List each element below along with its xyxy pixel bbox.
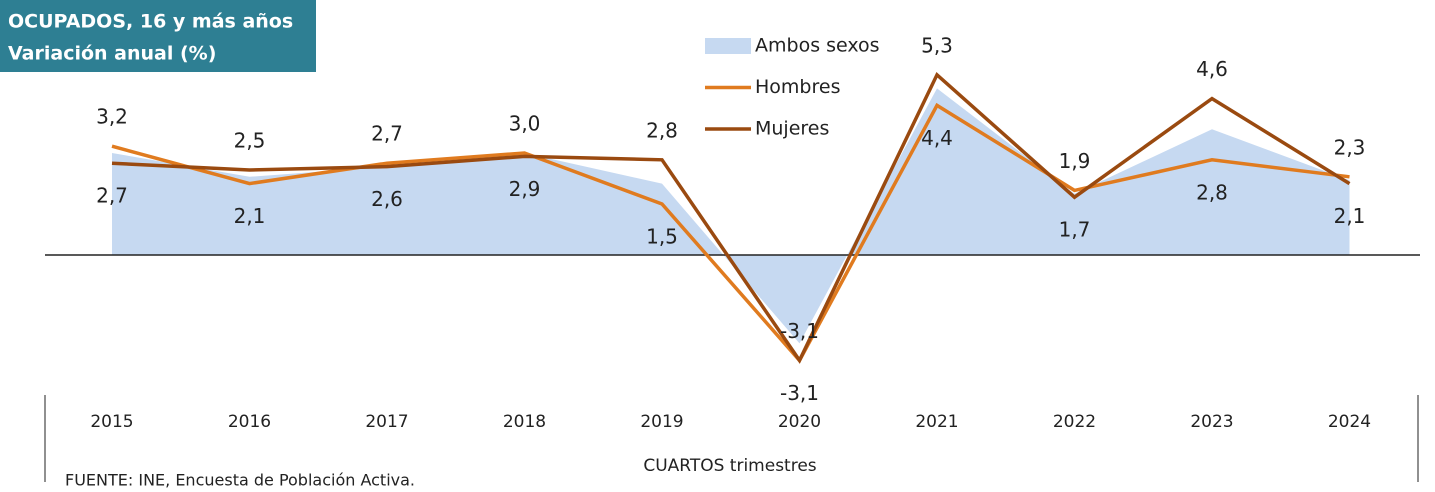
value-label: 2,9 xyxy=(509,177,541,201)
value-label: 1,9 xyxy=(1059,149,1091,173)
x-tick-label: 2017 xyxy=(365,412,408,432)
x-tick-label: 2016 xyxy=(228,412,271,432)
value-label: 4,4 xyxy=(921,126,953,150)
legend-label: Mujeres xyxy=(755,118,829,140)
line xyxy=(111,102,1350,364)
value-label: 2,7 xyxy=(371,122,403,146)
value-label: 5,3 xyxy=(921,33,953,57)
value-label: 3,2 xyxy=(96,105,128,129)
line xyxy=(111,71,1351,364)
value-label: 2,6 xyxy=(371,187,403,211)
legend-label: Hombres xyxy=(755,76,840,98)
value-label: 4,6 xyxy=(1196,57,1228,81)
area xyxy=(112,88,1350,344)
x-tick-label: 2015 xyxy=(90,412,133,432)
legend-swatch xyxy=(705,38,751,54)
x-tick-label: 2020 xyxy=(778,412,821,432)
chart-title: OCUPADOS, 16 y más años xyxy=(8,11,293,33)
value-label: 2,7 xyxy=(96,184,128,208)
value-label: 1,7 xyxy=(1059,218,1091,242)
value-label: 2,8 xyxy=(646,118,678,142)
x-tick-label: 2024 xyxy=(1328,412,1371,432)
value-label: 3,0 xyxy=(509,112,541,136)
value-label: 2,1 xyxy=(234,204,266,228)
value-label: 2,1 xyxy=(1334,204,1366,228)
chart-subtitle: Variación anual (%) xyxy=(8,43,216,65)
value-label: 2,3 xyxy=(1334,135,1366,159)
value-label: 2,8 xyxy=(1196,180,1228,204)
legend-label: Ambos sexos xyxy=(755,35,880,57)
x-tick-label: 2022 xyxy=(1053,412,1096,432)
x-tick-label: 2019 xyxy=(640,412,683,432)
value-label: -3,1 xyxy=(780,319,819,343)
source-note: FUENTE: INE, Encuesta de Población Activ… xyxy=(65,471,415,490)
value-label: -3,1 xyxy=(780,381,819,405)
value-label: 1,5 xyxy=(646,225,678,249)
title-box xyxy=(0,0,316,72)
x-axis-label: CUARTOS trimestres xyxy=(643,456,816,476)
x-tick-label: 2023 xyxy=(1190,412,1233,432)
value-label: 2,5 xyxy=(234,129,266,153)
x-tick-label: 2021 xyxy=(915,412,958,432)
x-tick-label: 2018 xyxy=(503,412,546,432)
